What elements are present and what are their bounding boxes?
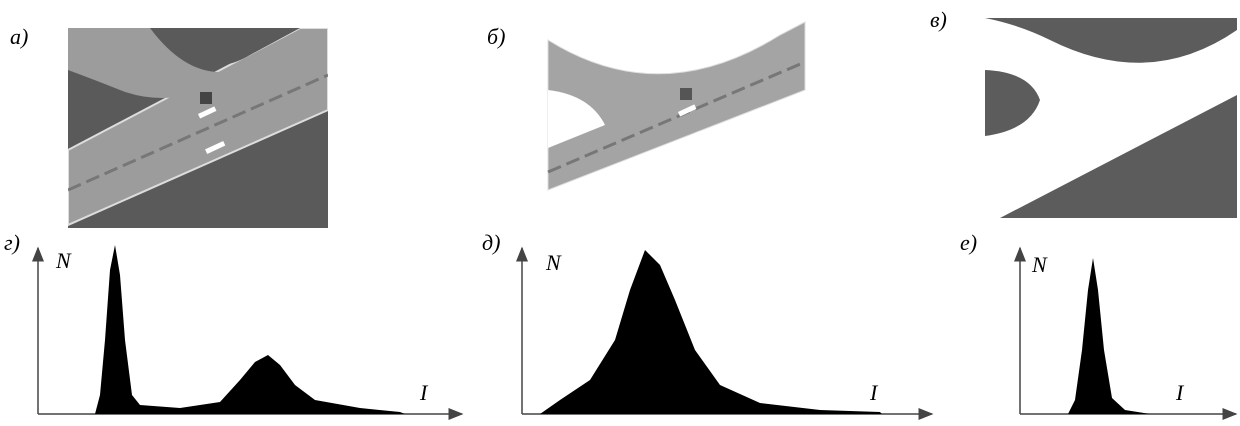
axis-label: I xyxy=(869,380,879,405)
panel-label: е) xyxy=(960,230,977,255)
axis-label: I xyxy=(419,380,429,405)
panel-label: а) xyxy=(10,24,28,49)
axis-label: I xyxy=(1175,380,1185,405)
axis-label: N xyxy=(1031,252,1048,277)
axis-label: N xyxy=(55,248,72,273)
panel-label: б) xyxy=(487,24,505,49)
histogram-g xyxy=(32,245,464,420)
image-b xyxy=(547,21,806,191)
panel-label: г) xyxy=(4,230,20,255)
panel-label: д) xyxy=(482,230,500,255)
histogram-e xyxy=(1014,246,1238,420)
axis-label: N xyxy=(545,250,562,275)
histogram-d xyxy=(516,246,934,420)
image-a xyxy=(68,28,328,228)
image-c xyxy=(985,18,1237,218)
panel-label: в) xyxy=(930,7,947,32)
